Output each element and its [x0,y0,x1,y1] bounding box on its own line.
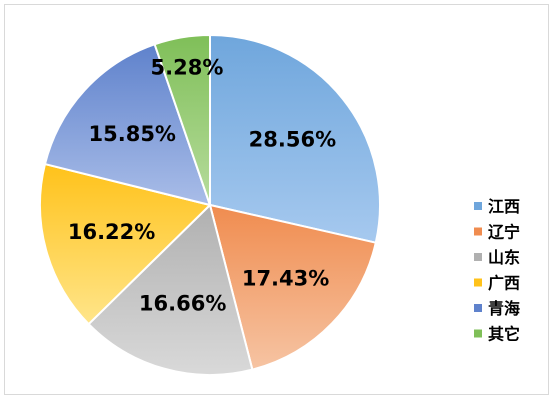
pie-slice-4 [39,162,212,326]
legend-swatch-5 [474,304,482,312]
pie-slices [39,33,381,376]
legend-swatch-6 [474,329,482,338]
pie-slice-5 [43,42,212,207]
legend-label-5: 青海 [488,299,520,318]
slice-label-6: 5.28% [151,56,224,80]
slice-label-4: 16.22% [68,220,155,244]
slice-label-3: 16.66% [139,291,226,315]
legend-label-1: 江西 [488,197,520,216]
pie-slice-3 [87,203,254,376]
slice-labels: 28.56% 17.43% 16.66% 16.22% 15.85% 5.28% [68,56,336,316]
slice-label-5: 15.85% [89,122,176,146]
pie-slice-1 [209,33,381,244]
legend-swatch-3 [474,253,482,261]
legend-swatch-4 [474,278,482,287]
slice-label-2: 17.43% [242,266,329,290]
slice-label-1: 28.56% [249,127,336,151]
legend-label-2: 辽宁 [488,223,520,242]
legend-label-6: 其它 [488,325,520,344]
legend-label-3: 山东 [488,248,520,267]
legend-swatch-2 [474,227,482,236]
pie-slice-6 [153,33,211,206]
legend-label-4: 广西 [488,274,520,293]
pie-slice-2 [208,203,377,371]
legend-swatch-1 [474,202,482,210]
